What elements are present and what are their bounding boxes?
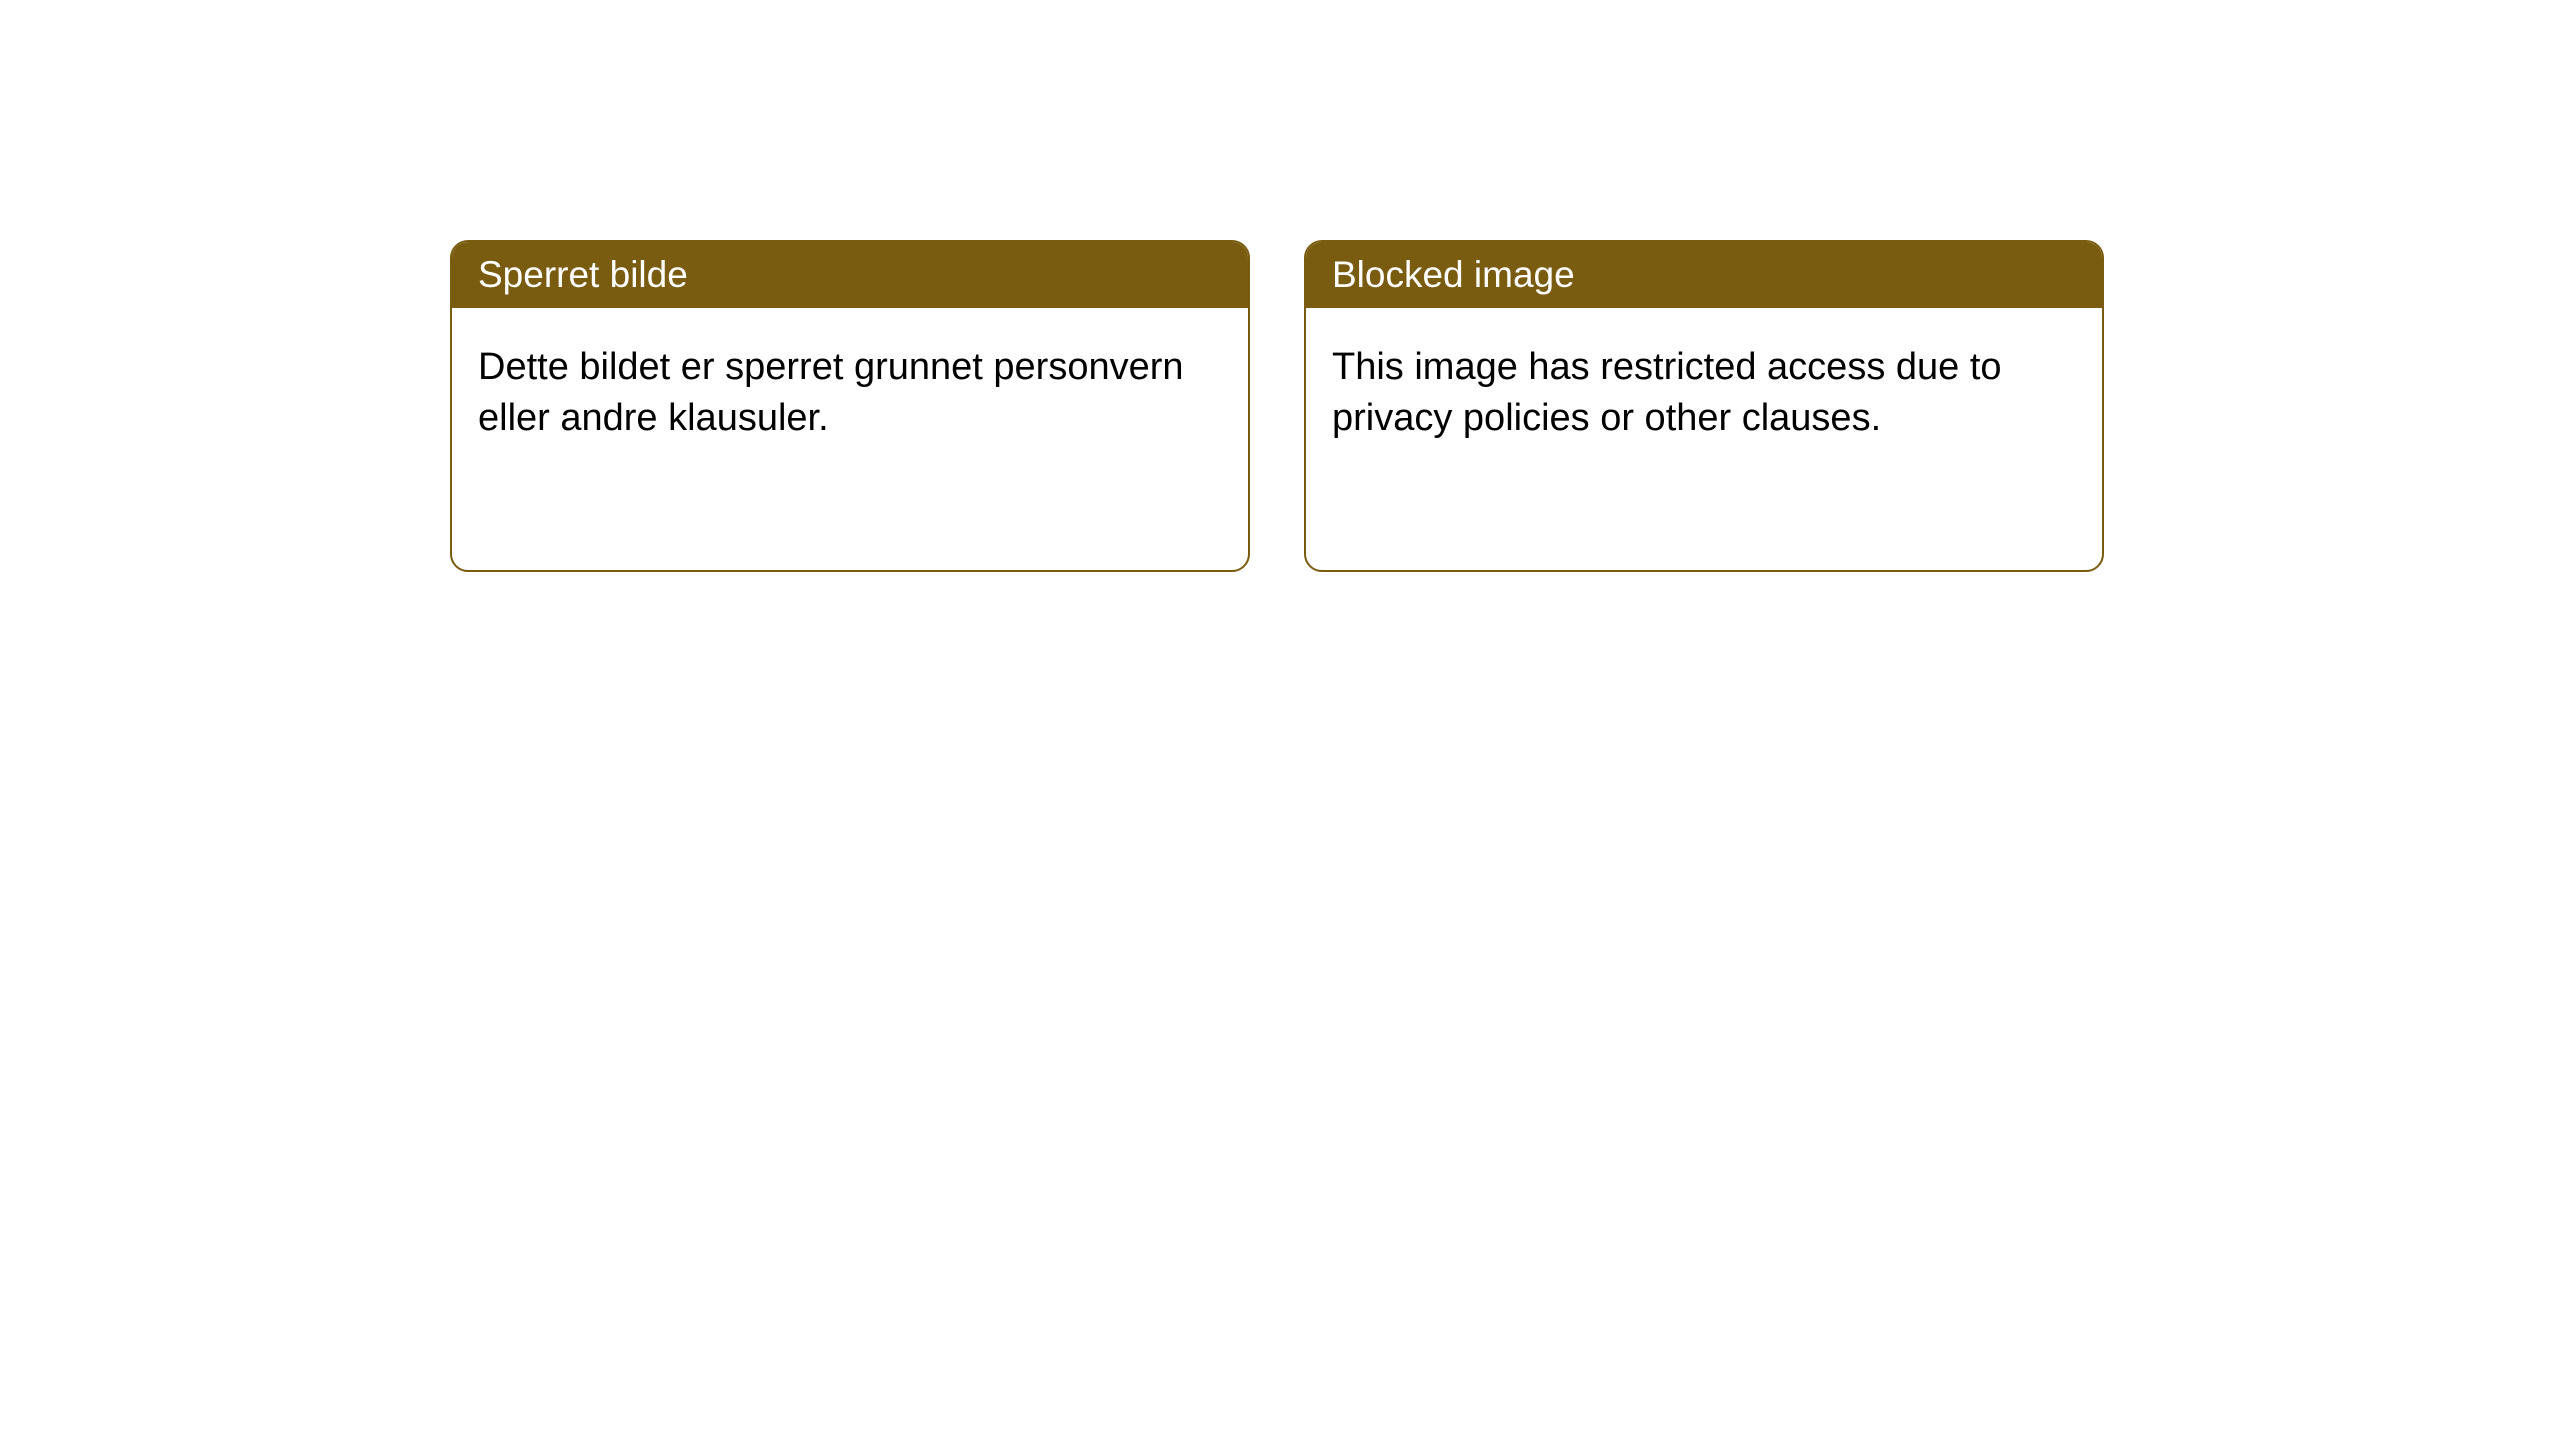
notice-header: Sperret bilde: [452, 242, 1248, 308]
notice-body-text: Dette bildet er sperret grunnet personve…: [452, 308, 1248, 479]
notice-box-english: Blocked image This image has restricted …: [1304, 240, 2104, 572]
notice-header: Blocked image: [1306, 242, 2102, 308]
notice-box-norwegian: Sperret bilde Dette bildet er sperret gr…: [450, 240, 1250, 572]
notice-body-text: This image has restricted access due to …: [1306, 308, 2102, 479]
notice-container: Sperret bilde Dette bildet er sperret gr…: [0, 0, 2560, 572]
